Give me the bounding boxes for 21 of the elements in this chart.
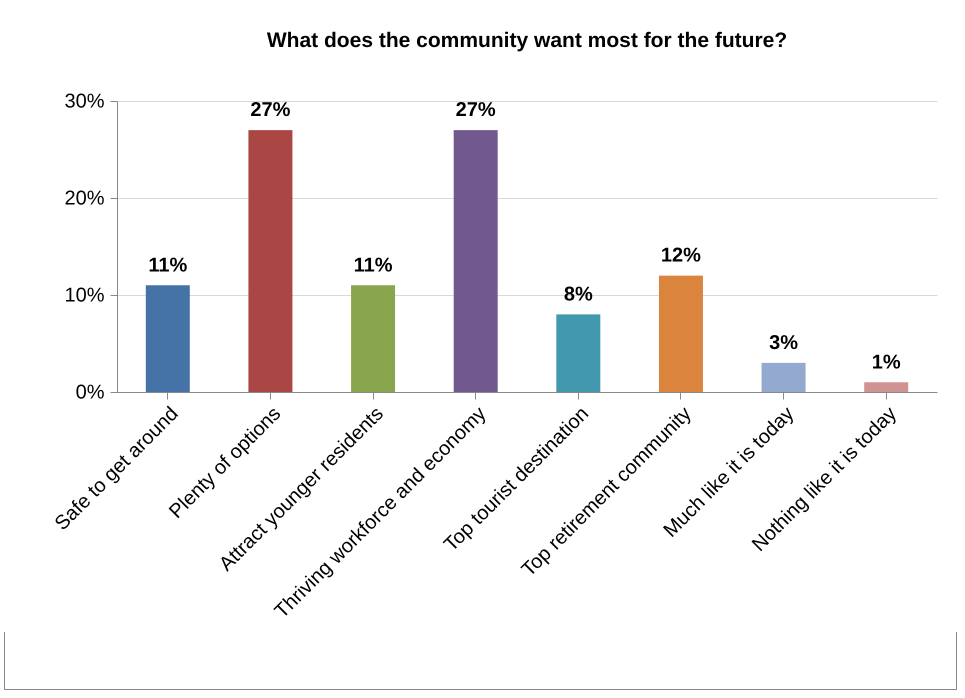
bar [556, 314, 600, 392]
bar [762, 362, 806, 392]
bar [248, 130, 292, 392]
data-label: 27% [456, 99, 496, 122]
data-label: 8% [564, 283, 593, 306]
data-label: 3% [769, 332, 798, 354]
bar [351, 285, 396, 392]
y-tick-label: 10% [64, 284, 105, 306]
y-tick-label: 20% [64, 188, 105, 210]
data-label: 11% [354, 254, 393, 276]
bar [864, 382, 908, 392]
y-tick-label: 30% [64, 90, 105, 112]
data-label: 11% [148, 254, 188, 276]
chart-title: What does the community want most for the future? [266, 29, 788, 52]
data-label: 1% [872, 351, 901, 374]
bar [454, 130, 498, 392]
data-label: 27% [250, 99, 291, 122]
data-label: 12% [660, 244, 702, 267]
y-tick-label: 0% [76, 382, 105, 404]
bar [658, 276, 703, 392]
bar [146, 285, 190, 392]
